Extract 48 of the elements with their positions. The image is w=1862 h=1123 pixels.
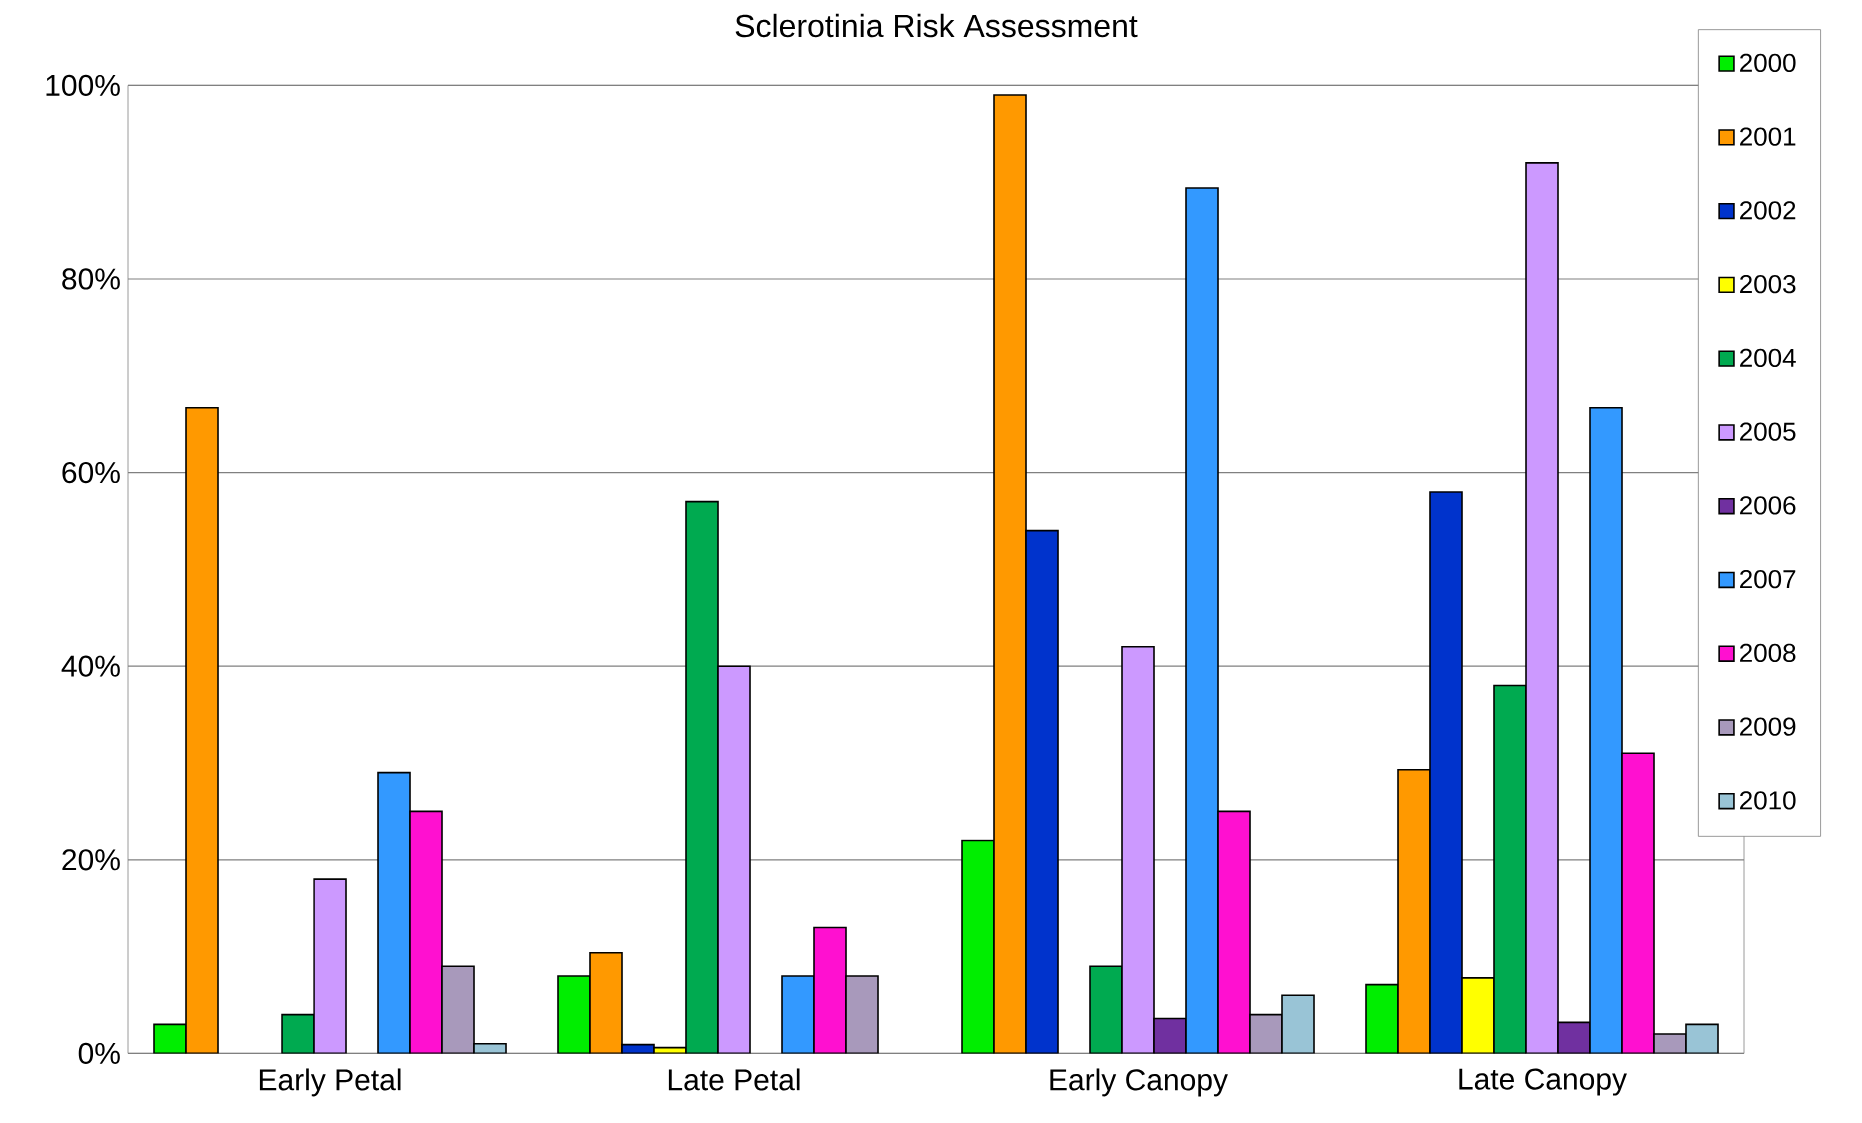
legend-label: 2005	[1740, 422, 1796, 441]
bar	[1429, 491, 1463, 1054]
legend-label: 2006	[1740, 496, 1796, 515]
bar	[1249, 1013, 1283, 1054]
legend-label: 2007	[1740, 569, 1796, 589]
y-tick-label: 20%	[62, 849, 120, 871]
legend-label: 2008	[1740, 643, 1796, 663]
legend-label: 2004	[1740, 348, 1796, 368]
bar	[185, 406, 219, 1054]
bar	[1281, 994, 1315, 1054]
legend-label: 2002	[1740, 201, 1796, 220]
y-tick-label: 80%	[62, 268, 120, 290]
bar	[1461, 977, 1495, 1054]
bar	[1621, 752, 1655, 1054]
bar	[441, 965, 475, 1054]
bar	[1025, 529, 1059, 1054]
x-tick-label: Late Canopy	[1459, 1068, 1627, 1096]
x-tick-label: Early Petal	[259, 1068, 401, 1097]
bar	[377, 771, 411, 1054]
bar	[1121, 646, 1155, 1054]
legend-label: 2003	[1740, 274, 1796, 294]
bar	[409, 810, 443, 1054]
y-tick-label: 100%	[46, 74, 120, 96]
legend-label: 2009	[1740, 717, 1796, 736]
bar	[1557, 1021, 1591, 1054]
bar	[1153, 1017, 1187, 1054]
bar	[1589, 406, 1623, 1054]
y-tick-label: 60%	[62, 461, 120, 484]
y-tick-label: 0%	[78, 1042, 120, 1064]
y-tick-label: 40%	[61, 655, 120, 677]
bar	[313, 878, 347, 1054]
bar	[1185, 187, 1219, 1054]
chart-title: Sclerotinia Risk Assessment	[735, 13, 1138, 38]
bar	[1397, 768, 1431, 1054]
x-tick-label: Early Canopy	[1050, 1068, 1228, 1097]
bar	[717, 665, 751, 1054]
bar	[993, 94, 1027, 1054]
bar	[845, 975, 879, 1054]
bar	[1525, 162, 1559, 1054]
bar	[589, 951, 623, 1054]
bar	[813, 926, 847, 1054]
bar	[1217, 810, 1251, 1054]
bar	[1685, 1023, 1719, 1054]
legend-label: 2010	[1740, 791, 1796, 810]
legend-label: 2001	[1740, 127, 1796, 146]
legend-label: 2000	[1740, 53, 1796, 73]
bar	[781, 975, 815, 1054]
x-tick-label: Late Petal	[668, 1068, 800, 1091]
